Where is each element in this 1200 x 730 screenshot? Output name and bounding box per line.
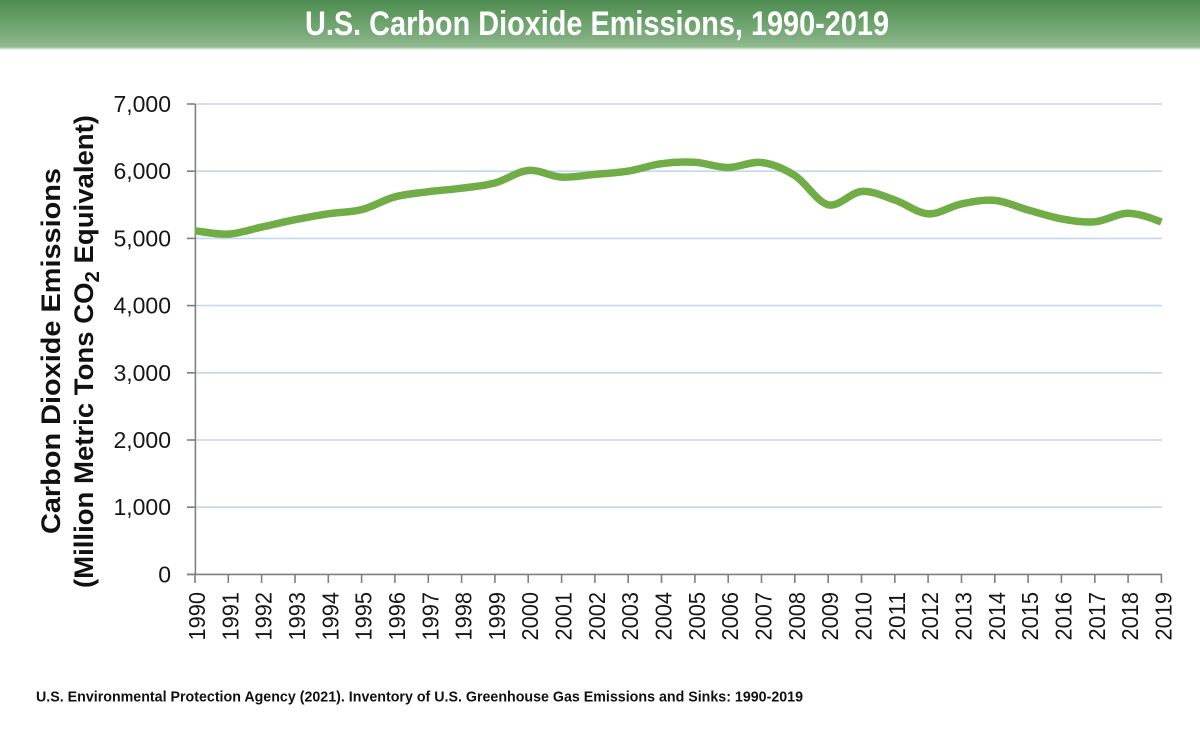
svg-text:2003: 2003 bbox=[617, 592, 643, 641]
svg-text:3,000: 3,000 bbox=[113, 360, 171, 386]
svg-text:2016: 2016 bbox=[1050, 592, 1076, 641]
svg-text:2018: 2018 bbox=[1117, 592, 1143, 641]
svg-text:2014: 2014 bbox=[984, 592, 1010, 641]
svg-text:2019: 2019 bbox=[1150, 592, 1176, 641]
svg-text:1999: 1999 bbox=[484, 592, 510, 641]
svg-text:2010: 2010 bbox=[851, 592, 877, 641]
svg-text:2011: 2011 bbox=[884, 592, 910, 641]
svg-text:(Million Metric Tons CO2 Equiv: (Million Metric Tons CO2 Equivalent) bbox=[69, 115, 104, 588]
svg-text:1990: 1990 bbox=[184, 592, 210, 641]
svg-text:1994: 1994 bbox=[317, 592, 343, 641]
svg-text:2008: 2008 bbox=[784, 592, 810, 641]
svg-text:2006: 2006 bbox=[717, 592, 743, 641]
svg-text:2012: 2012 bbox=[917, 592, 943, 641]
svg-text:1992: 1992 bbox=[251, 592, 277, 641]
svg-text:5,000: 5,000 bbox=[113, 225, 171, 251]
svg-text:Carbon Dioxide Emissions: Carbon Dioxide Emissions bbox=[36, 168, 66, 534]
svg-text:2007: 2007 bbox=[751, 592, 777, 641]
svg-text:2005: 2005 bbox=[684, 592, 710, 641]
svg-text:2000: 2000 bbox=[517, 592, 543, 641]
svg-text:1995: 1995 bbox=[351, 592, 377, 641]
svg-text:2009: 2009 bbox=[817, 592, 843, 641]
svg-text:1993: 1993 bbox=[284, 592, 310, 641]
svg-text:1,000: 1,000 bbox=[113, 494, 171, 520]
svg-text:4,000: 4,000 bbox=[113, 293, 171, 319]
svg-text:2002: 2002 bbox=[584, 592, 610, 641]
svg-text:0: 0 bbox=[158, 561, 171, 587]
svg-text:2017: 2017 bbox=[1084, 592, 1110, 641]
svg-text:6,000: 6,000 bbox=[113, 158, 171, 184]
svg-text:1998: 1998 bbox=[451, 592, 477, 641]
svg-text:1996: 1996 bbox=[384, 592, 410, 641]
svg-text:1991: 1991 bbox=[217, 592, 243, 641]
svg-text:U.S. Carbon Dioxide Emissions,: U.S. Carbon Dioxide Emissions, 1990-2019 bbox=[305, 5, 889, 43]
svg-text:U.S. Environmental Protection: U.S. Environmental Protection Agency (20… bbox=[36, 689, 803, 706]
svg-text:7,000: 7,000 bbox=[113, 91, 171, 117]
svg-text:2004: 2004 bbox=[651, 592, 677, 641]
svg-text:2,000: 2,000 bbox=[113, 427, 171, 453]
svg-text:2015: 2015 bbox=[1017, 592, 1043, 641]
svg-text:2013: 2013 bbox=[951, 592, 977, 641]
svg-text:1997: 1997 bbox=[417, 592, 443, 641]
svg-text:2001: 2001 bbox=[551, 592, 577, 641]
